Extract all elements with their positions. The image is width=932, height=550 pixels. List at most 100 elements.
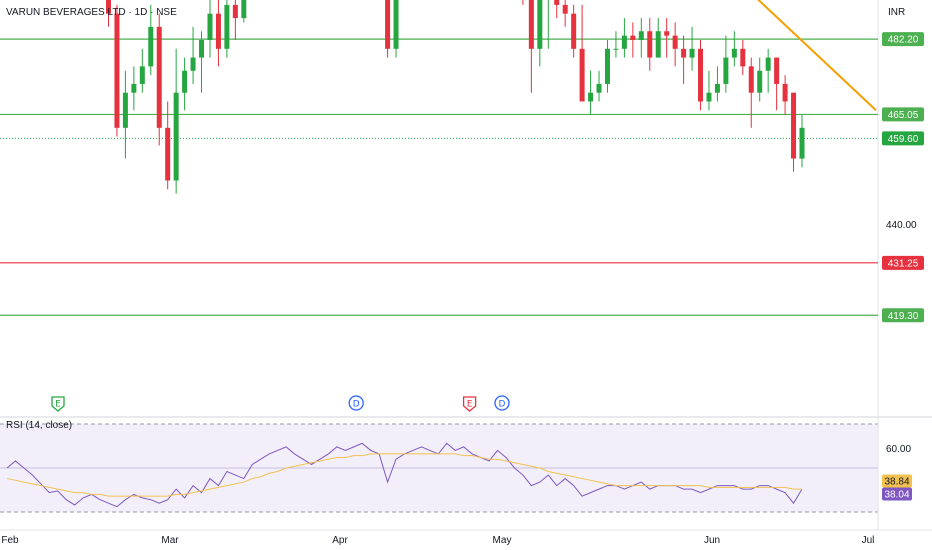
earnings-icon	[462, 396, 477, 412]
price-scale[interactable]: 581.25570.80564.00557.95542.25538.50501.…	[882, 0, 924, 501]
dividend-marker[interactable]: D	[348, 395, 364, 411]
dividend-marker[interactable]: D	[494, 395, 510, 411]
candle	[165, 101, 171, 190]
level-label-482.20: 482.20	[888, 35, 919, 46]
candle	[385, 0, 391, 58]
candle-body	[207, 13, 213, 41]
candle-body	[613, 48, 619, 50]
downtrend-line[interactable]	[381, 0, 877, 111]
candle	[782, 75, 788, 115]
price-tick-440: 440.00	[886, 220, 917, 231]
rsi-layer	[6, 442, 803, 508]
candle-body	[791, 92, 797, 159]
candle	[740, 40, 746, 76]
candle	[621, 18, 627, 58]
candle	[774, 57, 780, 111]
candle-body	[782, 83, 788, 102]
marker-letter: E	[55, 400, 61, 410]
candle	[698, 40, 704, 111]
candle-body	[672, 35, 678, 49]
candle-body	[190, 57, 196, 71]
earnings-icon	[51, 396, 65, 412]
candle-body	[182, 70, 188, 93]
candle	[139, 48, 145, 93]
candle-body	[731, 48, 737, 58]
candle-body	[655, 31, 661, 58]
candle	[232, 0, 238, 41]
candle	[706, 70, 712, 111]
candle	[681, 35, 687, 84]
candle-body	[224, 4, 230, 49]
candle	[689, 26, 695, 71]
candle	[105, 0, 111, 27]
last-price-tag	[882, 131, 924, 146]
last-price-label: 459.60	[888, 134, 919, 145]
candle	[630, 22, 636, 58]
candle	[714, 66, 720, 102]
candle-body	[647, 31, 653, 58]
level-tag-419.30	[882, 308, 924, 323]
candle	[241, 0, 247, 23]
candle-body	[638, 31, 644, 41]
candle-body	[740, 48, 746, 67]
candle-body	[706, 92, 712, 102]
dividend-icon	[348, 395, 364, 411]
candle	[731, 31, 737, 67]
candle-body	[165, 127, 171, 181]
candle-body	[596, 83, 602, 93]
candle	[757, 57, 763, 102]
candle-body	[114, 13, 120, 128]
candle-body	[528, 0, 534, 49]
time-label-apr: Apr	[332, 535, 348, 546]
candle	[122, 70, 128, 159]
candle	[562, 0, 568, 27]
candle-body	[757, 70, 763, 93]
dividend-icon	[494, 395, 510, 411]
earnings-marker[interactable]: E	[51, 396, 65, 412]
candle-body	[385, 0, 391, 49]
trendline-layer	[381, 0, 877, 111]
candle	[613, 31, 619, 58]
candle-body	[588, 92, 594, 102]
candle-body	[723, 57, 729, 84]
candle	[215, 0, 221, 67]
time-axis[interactable]: Feb Mar Apr May Jun Jul	[1, 535, 874, 546]
candle-body	[554, 0, 560, 5]
candle-body	[571, 13, 577, 49]
candle-body	[664, 31, 670, 36]
chart-title: VARUN BEVERAGES LTD · 1D · NSE	[6, 7, 177, 18]
candle-body	[562, 4, 568, 14]
candle-body	[122, 92, 128, 128]
candle-body	[139, 66, 145, 84]
candle	[723, 35, 729, 93]
time-label-mar: Mar	[161, 535, 179, 546]
candle-body	[215, 13, 221, 49]
time-label-feb: Feb	[1, 535, 19, 546]
candle-body	[604, 48, 610, 84]
candle-body	[241, 0, 247, 19]
candle-body	[232, 4, 238, 19]
candle-body	[156, 26, 162, 128]
candle-body	[173, 92, 179, 181]
candle-body	[131, 83, 137, 93]
level-label-465.05: 465.05	[888, 110, 919, 121]
candle	[571, 4, 577, 58]
candle	[393, 0, 399, 58]
candle-body	[681, 48, 687, 58]
candle	[638, 18, 644, 58]
candle-body	[579, 48, 585, 102]
earnings-marker[interactable]: E	[462, 396, 477, 412]
candle	[554, 0, 560, 19]
candle-body	[621, 35, 627, 49]
candle	[537, 0, 543, 67]
candle	[199, 31, 205, 93]
candle	[547, 0, 549, 49]
candle	[672, 22, 678, 67]
candle-body	[148, 26, 154, 67]
candle	[748, 57, 754, 128]
rsi-tag-38.84	[882, 474, 912, 488]
rsi-value-38.84: 38.84	[884, 477, 909, 488]
time-label-jul: Jul	[862, 535, 875, 546]
